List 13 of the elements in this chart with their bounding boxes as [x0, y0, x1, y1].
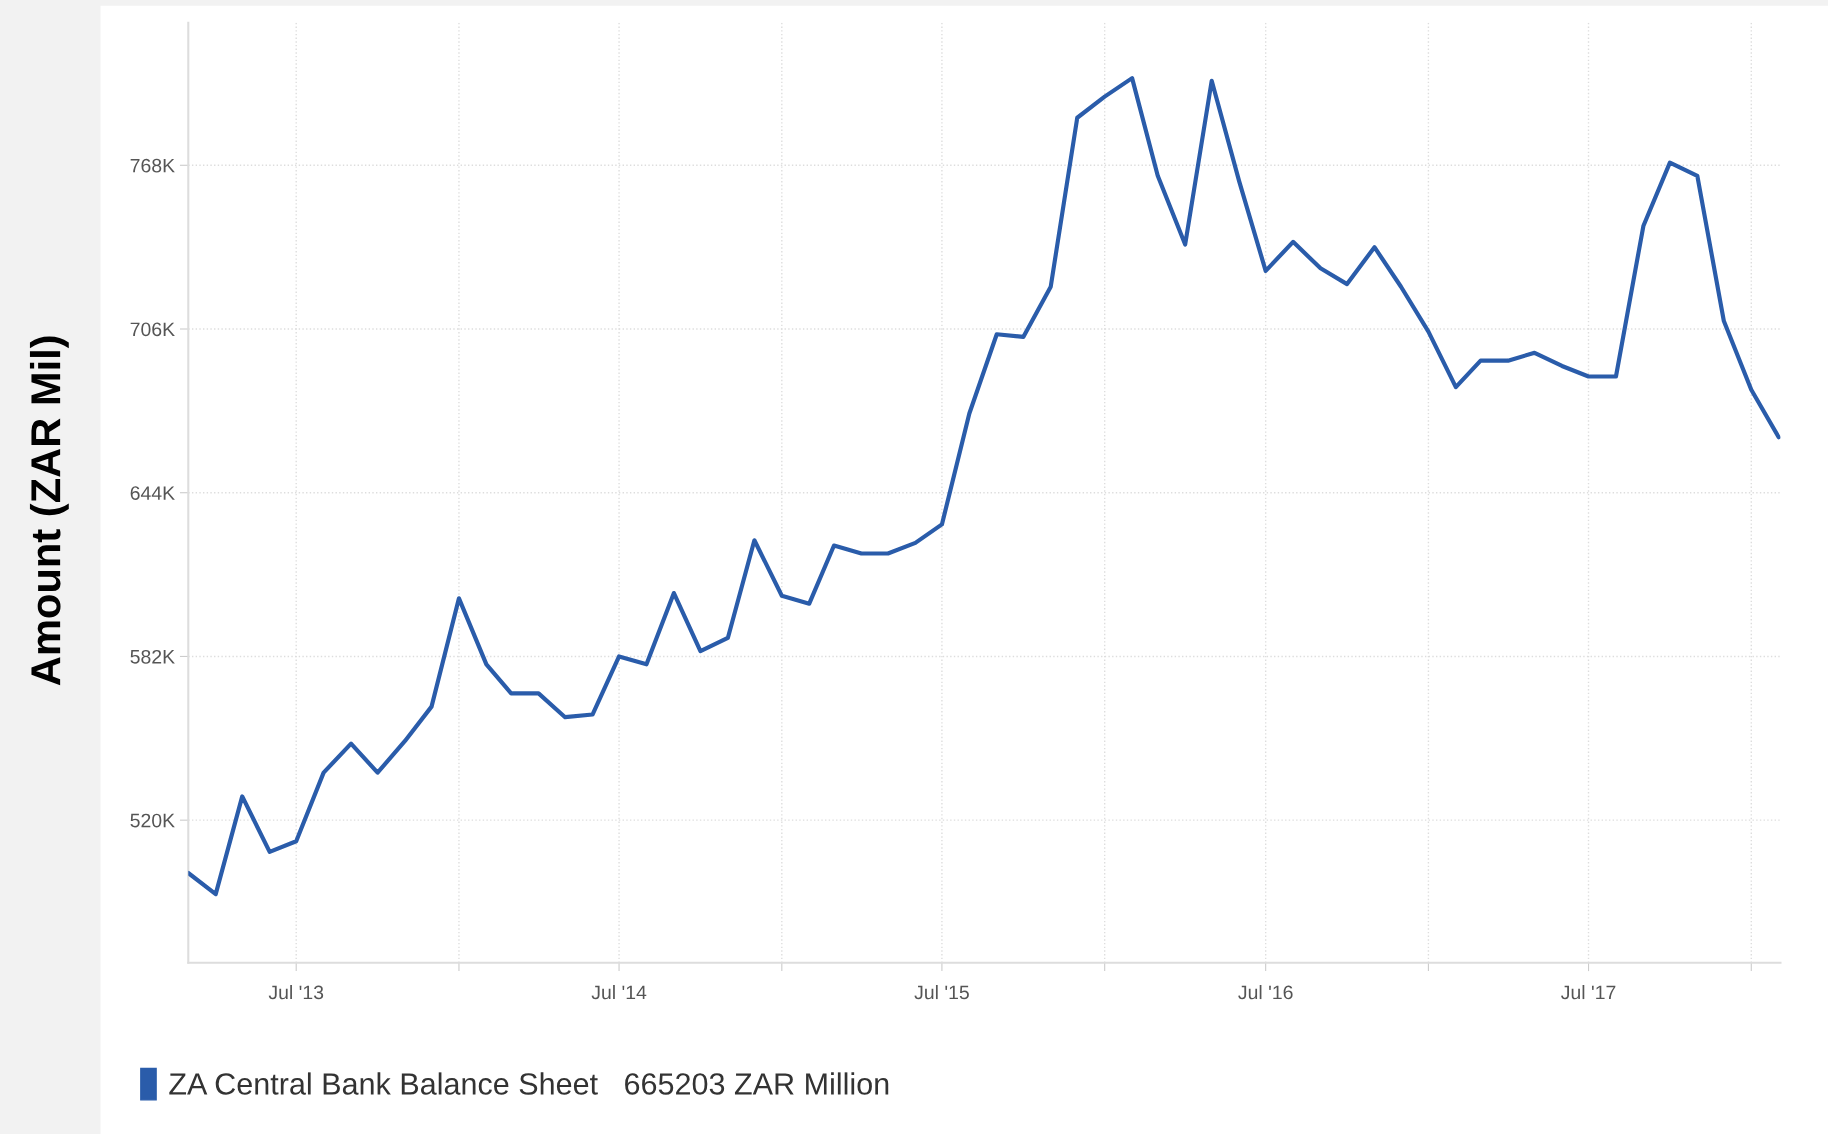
x-tick-label: Jul '14	[591, 984, 647, 1000]
x-tick-label: Jul '13	[268, 984, 324, 1000]
x-tick-label: Jul '17	[1561, 984, 1616, 1000]
legend-label: ZA Central Bank Balance Sheet 665203 ZAR Million	[169, 1072, 889, 1095]
y-tick-label: 520K	[130, 813, 175, 828]
y-tick-label: 644K	[130, 486, 175, 500]
x-tick-label: Jul '15	[914, 984, 969, 1000]
y-tick-label: 582K	[130, 649, 175, 664]
line-series	[188, 76, 1781, 897]
x-tick-label: Jul '16	[1238, 984, 1293, 1000]
y-tick-label: 768K	[130, 158, 175, 173]
y-tick-label: 706K	[130, 322, 175, 337]
y-axis-title: Amount (ZAR Mil)	[29, 336, 69, 686]
